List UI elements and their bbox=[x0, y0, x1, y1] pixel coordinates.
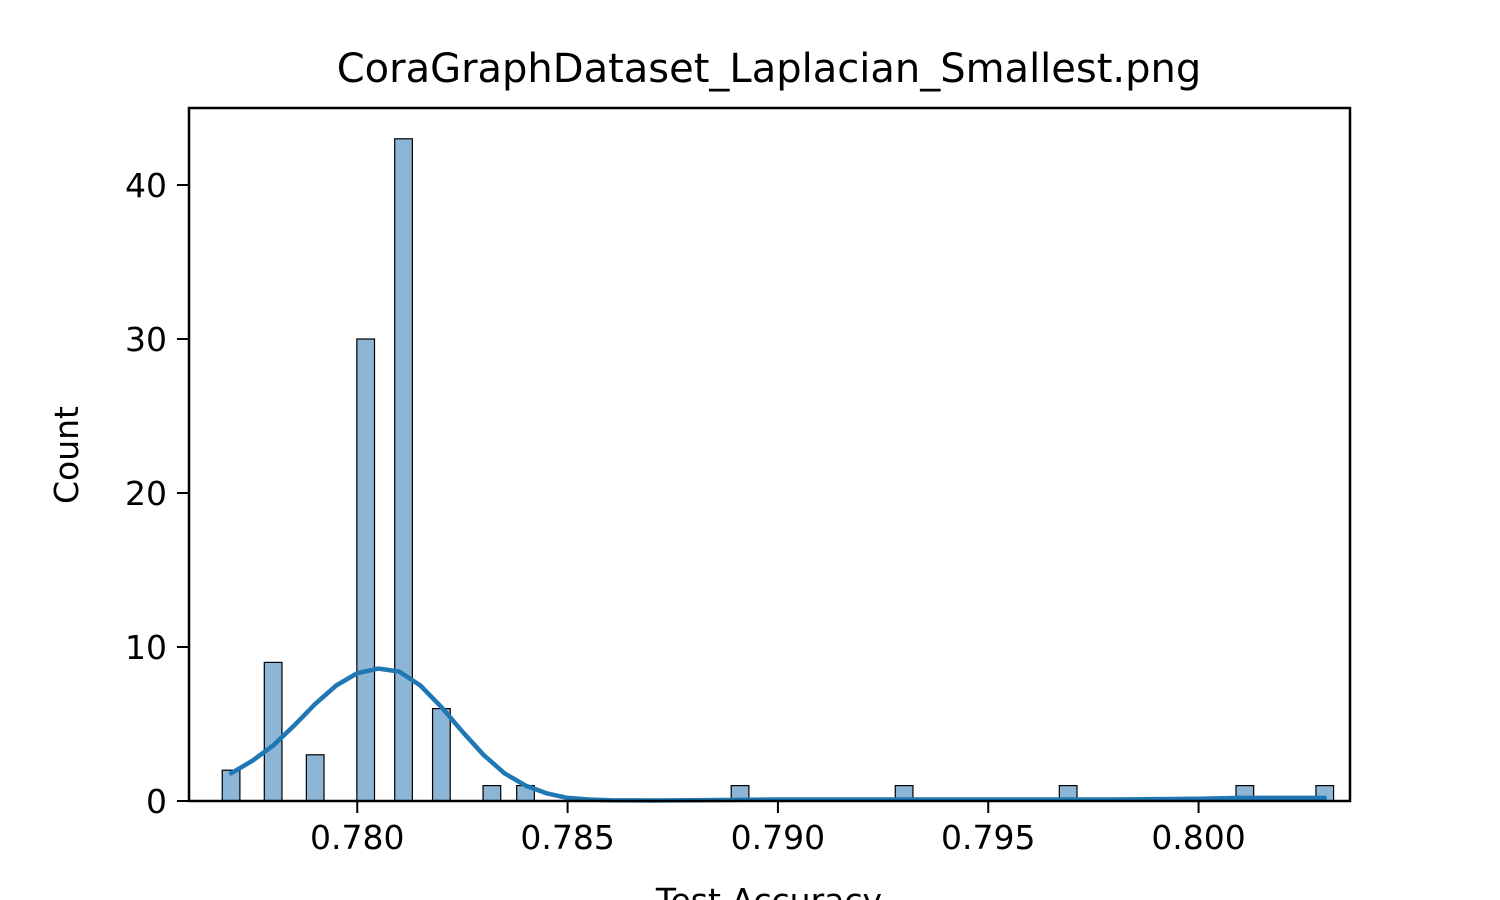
kde-line bbox=[228, 666, 1328, 803]
x-tick-label: 0.800 bbox=[1151, 818, 1245, 857]
histogram-bar-4 bbox=[394, 138, 413, 802]
x-axis: 0.780 0.785 0.790 0.795 0.800 bbox=[310, 801, 1246, 857]
chart-title: CoraGraphDataset_Laplacian_Smallest.png bbox=[337, 46, 1202, 92]
histogram-bar-3 bbox=[356, 338, 376, 802]
x-axis-title: Test Accuracy bbox=[655, 881, 882, 900]
x-tick-label: 0.790 bbox=[731, 818, 825, 857]
histogram-bar-6 bbox=[482, 784, 502, 802]
y-tick-label: 40 bbox=[125, 166, 167, 205]
x-tick-label: 0.795 bbox=[941, 818, 1035, 857]
plot-frame bbox=[187, 106, 1352, 803]
y-tick-label: 20 bbox=[125, 474, 167, 513]
y-tick-label: 10 bbox=[125, 628, 167, 667]
y-tick-label: 0 bbox=[146, 782, 167, 821]
x-tick-label: 0.785 bbox=[520, 818, 614, 857]
x-tick-label: 0.780 bbox=[310, 818, 404, 857]
y-axis: 0 10 20 30 40 bbox=[125, 166, 189, 821]
y-tick-label: 30 bbox=[125, 320, 167, 359]
histogram-bar-5 bbox=[431, 707, 451, 802]
bars-group bbox=[221, 138, 1335, 802]
y-axis-title: Count bbox=[47, 406, 86, 504]
histogram-bar-2 bbox=[305, 754, 325, 802]
histogram-bar-1 bbox=[263, 661, 283, 802]
